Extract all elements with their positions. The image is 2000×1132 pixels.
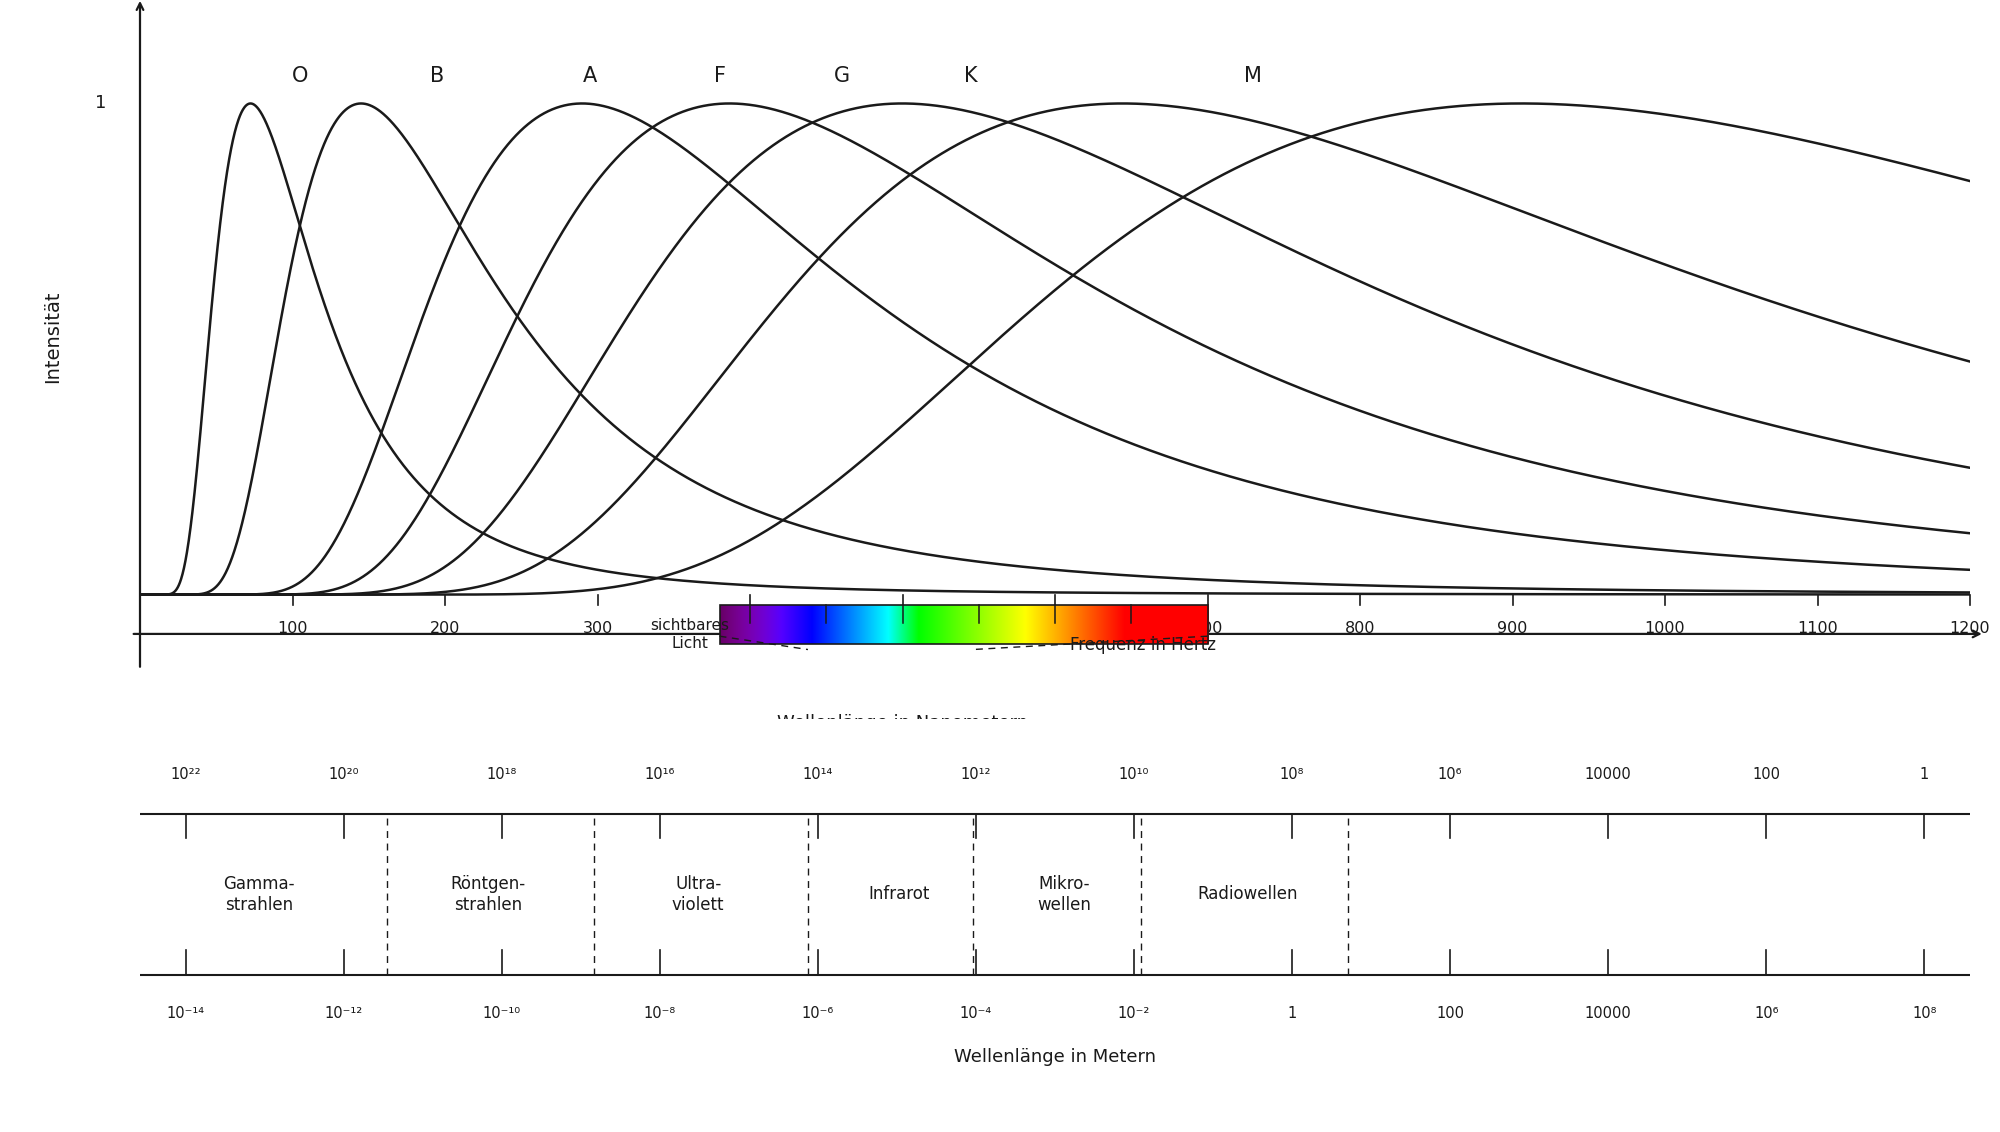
Text: 10⁶: 10⁶ bbox=[1754, 1006, 1778, 1021]
Text: 10⁻¹⁴: 10⁻¹⁴ bbox=[166, 1006, 204, 1021]
Text: Radiowellen: Radiowellen bbox=[1196, 885, 1298, 903]
Text: Wellenlänge in Metern: Wellenlänge in Metern bbox=[954, 1048, 1156, 1066]
Text: 400: 400 bbox=[734, 621, 766, 636]
Text: 10¹⁶: 10¹⁶ bbox=[644, 767, 676, 782]
Text: 10⁻²: 10⁻² bbox=[1118, 1006, 1150, 1021]
Text: 1: 1 bbox=[1288, 1006, 1296, 1021]
Text: Infrarot: Infrarot bbox=[868, 885, 930, 903]
Text: 10⁻¹²: 10⁻¹² bbox=[324, 1006, 362, 1021]
Text: 10⁻⁴: 10⁻⁴ bbox=[960, 1006, 992, 1021]
Text: 1: 1 bbox=[96, 94, 106, 112]
Text: 10²⁰: 10²⁰ bbox=[328, 767, 360, 782]
Text: 900: 900 bbox=[1498, 621, 1528, 636]
Text: 1200: 1200 bbox=[1950, 621, 1990, 636]
Text: K: K bbox=[964, 67, 978, 86]
Text: 700: 700 bbox=[1192, 621, 1222, 636]
Text: 10000: 10000 bbox=[1584, 767, 1632, 782]
Text: 100: 100 bbox=[1752, 767, 1780, 782]
Text: 1000: 1000 bbox=[1644, 621, 1686, 636]
Text: Wellenlänge in Nanometern: Wellenlänge in Nanometern bbox=[778, 714, 1028, 732]
Text: 600: 600 bbox=[1040, 621, 1070, 636]
Text: B: B bbox=[430, 67, 444, 86]
Text: G: G bbox=[834, 67, 850, 86]
Text: 1: 1 bbox=[1920, 767, 1928, 782]
Text: 10¹²: 10¹² bbox=[960, 767, 992, 782]
Text: sichtbares
Licht: sichtbares Licht bbox=[650, 618, 730, 651]
Text: 10000: 10000 bbox=[1584, 1006, 1632, 1021]
Text: 10⁻¹⁰: 10⁻¹⁰ bbox=[482, 1006, 520, 1021]
Text: Frequenz in Hertz: Frequenz in Hertz bbox=[1070, 636, 1216, 654]
Text: 10⁸: 10⁸ bbox=[1280, 767, 1304, 782]
Text: 200: 200 bbox=[430, 621, 460, 636]
Text: O: O bbox=[292, 67, 308, 86]
Text: 10⁶: 10⁶ bbox=[1438, 767, 1462, 782]
Text: 10¹⁴: 10¹⁴ bbox=[802, 767, 834, 782]
Text: 10⁸: 10⁸ bbox=[1912, 1006, 1936, 1021]
Text: 10¹⁰: 10¹⁰ bbox=[1118, 767, 1150, 782]
Text: Gamma-
strahlen: Gamma- strahlen bbox=[224, 875, 294, 914]
Text: 10⁻⁶: 10⁻⁶ bbox=[802, 1006, 834, 1021]
Bar bbox=[720, 606, 1208, 644]
Text: Röntgen-
strahlen: Röntgen- strahlen bbox=[450, 875, 526, 914]
Text: Intensität: Intensität bbox=[42, 291, 62, 383]
Text: F: F bbox=[714, 67, 726, 86]
Text: Ultra-
violett: Ultra- violett bbox=[672, 875, 724, 914]
Text: 100: 100 bbox=[1436, 1006, 1464, 1021]
Text: 100: 100 bbox=[278, 621, 308, 636]
Text: 1100: 1100 bbox=[1798, 621, 1838, 636]
Text: 10⁻⁸: 10⁻⁸ bbox=[644, 1006, 676, 1021]
Text: 800: 800 bbox=[1344, 621, 1376, 636]
Text: 500: 500 bbox=[888, 621, 918, 636]
Text: M: M bbox=[1244, 67, 1262, 86]
Text: 10¹⁸: 10¹⁸ bbox=[486, 767, 516, 782]
Text: Mikro-
wellen: Mikro- wellen bbox=[1038, 875, 1092, 914]
Text: 300: 300 bbox=[582, 621, 612, 636]
Text: 10²²: 10²² bbox=[170, 767, 202, 782]
Text: A: A bbox=[582, 67, 598, 86]
